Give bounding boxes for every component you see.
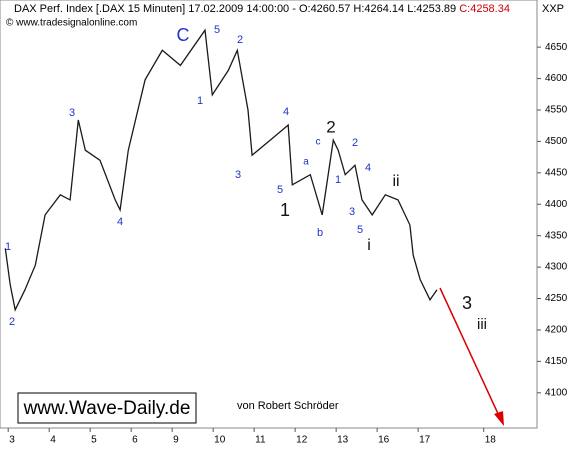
projection-arrow [439,287,501,419]
x-tick-label: 13 [337,435,349,446]
wave-label: 4 [117,216,123,228]
y-tick-label: 4600 [545,73,568,84]
y-tick-label: 4150 [545,356,568,367]
price-line [4,28,438,312]
y-tick-label: 4350 [545,230,568,241]
wave-label: a [303,157,309,168]
y-tick-label: 4200 [545,325,568,336]
wave-label: 3 [69,107,75,119]
copyright: © www.tradesignalonline.com [6,18,137,29]
x-tick-label: 5 [91,435,97,446]
wave-label: 1 [5,241,11,253]
wave-label: 4 [283,106,289,118]
y-tick-label: 4100 [545,387,568,398]
x-tick-label: 18 [485,435,497,446]
y-tick-label: 4450 [545,167,568,178]
y-tick-label: 4650 [545,42,568,53]
y-tick-label: 4250 [545,293,568,304]
y-tick-label: 4550 [545,105,568,116]
x-tick-label: 16 [378,435,390,446]
wave-label: 4 [365,162,371,174]
website-box [17,392,197,424]
wave-label: iii [477,316,487,333]
wave-label: 5 [357,224,363,236]
wave-label: i [367,237,371,254]
symbol: XXP [542,3,564,15]
wave-label: 2 [326,117,335,136]
x-tick-label: 17 [419,435,431,446]
wave-label: 5 [277,184,283,196]
wave-label: 5 [214,24,220,36]
wave-label: C [177,25,190,45]
x-tick-label: 10 [214,435,226,446]
header-text: DAX Perf. Index [.DAX 15 Minuten] 17.02.… [14,3,456,15]
wave-label: 1 [197,95,203,107]
wave-label: 3 [462,293,472,313]
website: www.Wave-Daily.de [23,398,191,419]
y-tick-label: 4500 [545,136,568,147]
wave-label: 2 [9,316,15,328]
wave-label: 2 [352,137,358,149]
x-tick-label: 4 [50,435,56,446]
x-tick-label: 6 [132,435,138,446]
wave-label: ii [392,173,399,190]
header-close: C:4258.34 [459,3,510,15]
y-tick-label: 4300 [545,262,568,273]
plot-frame [0,0,538,429]
x-tick-label: 9 [173,435,179,446]
wave-label: 1 [280,200,290,220]
y-tick-label: 4400 [545,199,568,210]
wave-label: c [316,137,321,148]
wave-label: b [317,227,323,239]
x-tick-label: 12 [296,435,308,446]
x-tick-label: 3 [9,435,15,446]
wave-label: 1 [335,174,341,186]
chart-header: DAX Perf. Index [.DAX 15 Minuten] 17.02.… [14,3,510,15]
author: von Robert Schröder [237,400,339,412]
wave-label: 3 [235,169,241,181]
x-tick-label: 11 [255,435,266,446]
wave-label: 3 [349,206,355,218]
arrow-head [494,411,504,426]
wave-label: 2 [237,34,243,46]
